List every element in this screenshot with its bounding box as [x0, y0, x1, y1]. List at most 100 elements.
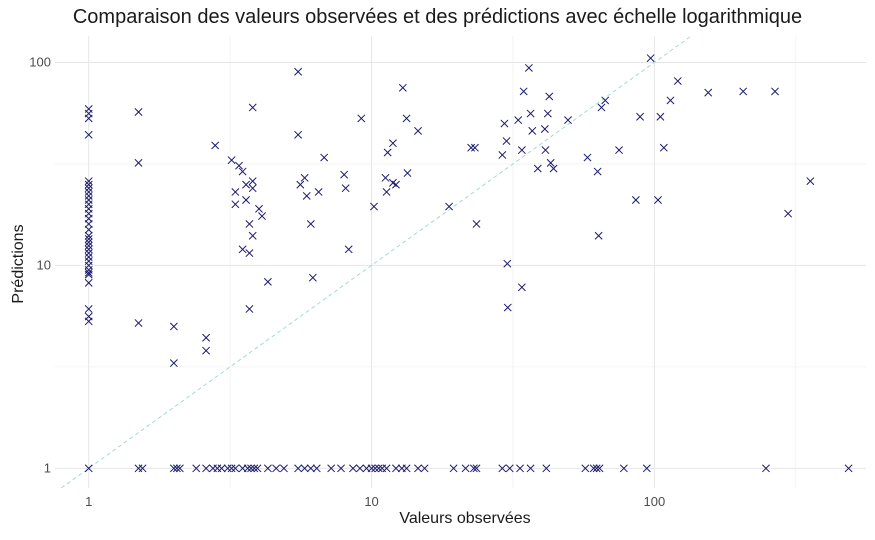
data-point	[392, 464, 400, 473]
data-point	[704, 88, 713, 97]
data-point-stroke	[592, 464, 601, 473]
data-point-stroke	[382, 464, 391, 473]
data-point-stroke	[172, 464, 181, 473]
data-point-stroke	[564, 116, 572, 125]
data-point-stroke	[636, 112, 645, 121]
data-point-stroke	[374, 464, 383, 473]
data-point	[528, 126, 537, 135]
data-point	[615, 146, 624, 155]
data-point	[250, 464, 259, 473]
data-point	[514, 116, 523, 125]
data-point-stroke	[245, 305, 254, 313]
data-point	[202, 346, 211, 355]
x-tick-label: 1	[85, 494, 92, 509]
data-point-stroke	[505, 464, 514, 473]
data-point	[472, 464, 481, 473]
data-point	[449, 464, 458, 473]
data-point	[84, 231, 93, 240]
data-point-stroke	[549, 164, 558, 173]
reference-line-group	[61, 35, 692, 489]
data-point-stroke	[84, 305, 93, 313]
data-point	[739, 87, 748, 96]
data-point-stroke	[593, 167, 602, 176]
data-point-stroke	[263, 277, 272, 286]
data-point-stroke	[227, 464, 236, 473]
data-point	[595, 464, 604, 473]
data-point	[84, 130, 93, 139]
data-point	[217, 464, 226, 473]
data-point-stroke	[383, 148, 392, 157]
data-point	[84, 184, 93, 193]
data-point-stroke	[392, 464, 400, 473]
data-point	[470, 143, 479, 152]
data-point-stroke	[337, 464, 345, 473]
data-point-stroke	[231, 464, 240, 473]
data-point-stroke	[517, 283, 526, 292]
data-point	[414, 126, 422, 135]
data-point	[308, 273, 317, 282]
data-point	[806, 177, 815, 186]
data-point	[540, 125, 549, 133]
data-point-stroke	[498, 464, 507, 473]
data-point	[420, 464, 429, 473]
data-point	[248, 103, 257, 112]
data-point-stroke	[615, 146, 624, 155]
data-point-stroke	[595, 464, 604, 473]
data-point	[505, 464, 514, 473]
data-point-stroke	[84, 177, 93, 186]
data-point	[340, 170, 349, 179]
data-point-stroke	[312, 464, 321, 473]
data-point-stroke	[392, 180, 400, 189]
data-point	[242, 180, 251, 189]
data-point	[84, 180, 93, 189]
data-point-stroke	[528, 126, 537, 135]
data-point-stroke	[84, 268, 93, 277]
data-point-stroke	[84, 184, 93, 193]
data-point-stroke	[294, 130, 303, 139]
data-point	[231, 200, 240, 209]
data-point-stroke	[414, 126, 422, 135]
data-point-stroke	[619, 464, 628, 473]
data-point	[84, 249, 93, 258]
data-point-stroke	[543, 109, 552, 118]
data-point-stroke	[445, 202, 454, 211]
data-point	[666, 96, 675, 105]
x-tick-label: 100	[644, 494, 666, 509]
data-point-stroke	[84, 231, 93, 240]
data-point-stroke	[356, 464, 364, 473]
data-point-stroke	[245, 220, 254, 228]
data-point-stroke	[461, 464, 470, 473]
data-point	[84, 317, 93, 326]
data-point-stroke	[308, 273, 317, 282]
data-point	[761, 464, 770, 473]
data-point-stroke	[255, 204, 263, 213]
data-point	[300, 173, 309, 182]
data-point-stroke	[341, 184, 350, 193]
data-point-stroke	[502, 137, 511, 145]
data-point	[84, 225, 93, 234]
data-point	[771, 87, 779, 96]
data-point	[543, 109, 552, 118]
data-point-stroke	[134, 158, 143, 167]
data-point-stroke	[526, 109, 535, 118]
data-point-stroke	[134, 108, 143, 116]
data-point-stroke	[388, 178, 397, 187]
data-point-stroke	[402, 464, 411, 473]
data-point-stroke	[84, 241, 93, 250]
data-point	[367, 464, 376, 473]
data-point-stroke	[357, 114, 366, 123]
data-point	[656, 112, 665, 121]
data-point-stroke	[533, 164, 542, 173]
data-point-stroke	[306, 220, 315, 228]
data-point	[258, 212, 266, 221]
data-point-stroke	[302, 191, 311, 200]
data-point	[84, 177, 93, 186]
data-point-stroke	[84, 114, 93, 123]
data-point-stroke	[472, 220, 481, 228]
data-point-stroke	[202, 464, 211, 473]
data-point-stroke	[235, 161, 243, 170]
data-point	[84, 238, 93, 247]
data-point-stroke	[248, 184, 257, 193]
y-tick-label: 1	[44, 460, 51, 475]
